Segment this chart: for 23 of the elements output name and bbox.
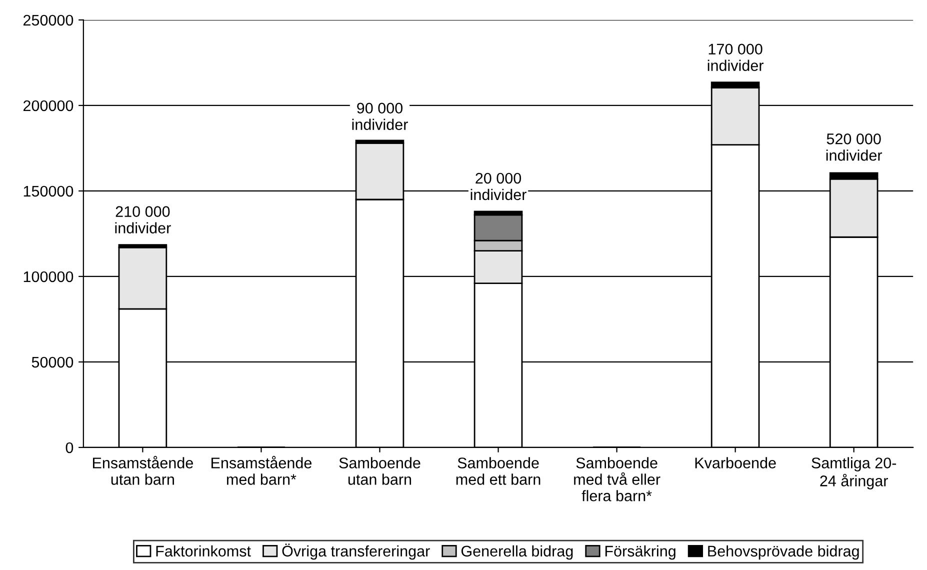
y-tick-label: 0 — [66, 442, 74, 454]
legend-label: Försäkring — [605, 545, 676, 560]
x-tick-label: Kvarboende — [695, 457, 776, 468]
legend-label: Behovsprövade bidrag — [708, 545, 859, 560]
legend-label: Faktorinkomst — [156, 545, 251, 557]
x-tick-label: Samboende utan barn — [339, 457, 420, 485]
annotation: 520 000 individer — [826, 134, 882, 161]
x-tick-label: Samtliga 20- 24 åringar — [812, 457, 896, 490]
y-tick-label: 100000 — [24, 271, 74, 282]
x-tick-label: Samboende med två eller flera barn* — [574, 457, 660, 502]
y-tick-label: 250000 — [24, 14, 74, 26]
y-tick-label: 200000 — [24, 100, 74, 112]
x-tick-label: Samboende med ett barn — [456, 457, 540, 485]
annotation: 210 000 individer — [115, 206, 171, 234]
legend-label: Generella bidrag — [461, 545, 573, 560]
y-tick-label: 50000 — [32, 356, 74, 368]
annotation: 170 000 individer — [708, 44, 764, 72]
annotation: 90 000 individer — [352, 102, 408, 130]
x-tick-label: Ensamstående utan barn — [92, 456, 193, 485]
legend-label: Övriga transfereringar — [282, 544, 430, 560]
x-tick-label: Ensamstående med barn* — [212, 456, 312, 485]
annotation: 20 000 individer — [470, 172, 526, 200]
y-tick-label: 150000 — [24, 186, 74, 197]
